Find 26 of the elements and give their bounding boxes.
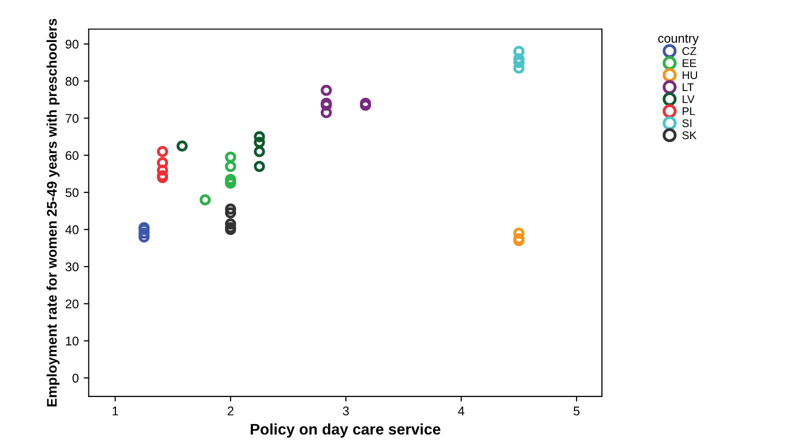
legend-label: HU — [682, 71, 698, 80]
x-axis-title: Policy on day care service — [250, 423, 440, 438]
y-tick-label: 70 — [66, 114, 78, 123]
legend-label: LT — [682, 83, 694, 92]
x-tick-label: 2 — [228, 406, 234, 416]
y-tick-label: 20 — [66, 300, 78, 308]
legend-title: country — [658, 34, 699, 46]
y-tick-label: 90 — [66, 40, 78, 49]
legend-label: SI — [682, 119, 692, 128]
y-tick-label: 40 — [65, 225, 78, 234]
y-tick-label: 30 — [66, 262, 78, 272]
y-tick-label: 80 — [66, 76, 78, 86]
y-tick-label: 0 — [72, 374, 78, 383]
legend-label: SK — [682, 131, 697, 140]
x-tick-label: 5 — [574, 406, 580, 416]
legend-label: PL — [682, 107, 696, 116]
legend-label: CZ — [682, 47, 696, 56]
y-tick-label: 60 — [66, 151, 78, 160]
x-tick-label: 1 — [112, 406, 118, 416]
legend-label: LV — [682, 95, 695, 104]
x-tick-label: 3 — [342, 406, 349, 416]
y-axis-title: Employment rate for women 25-49 years with preschoolers — [46, 18, 60, 406]
x-tick-label: 4 — [458, 406, 464, 416]
y-tick-label: 10 — [66, 336, 78, 346]
legend-label: EE — [682, 59, 696, 67]
y-tick-label: 50 — [66, 188, 78, 198]
